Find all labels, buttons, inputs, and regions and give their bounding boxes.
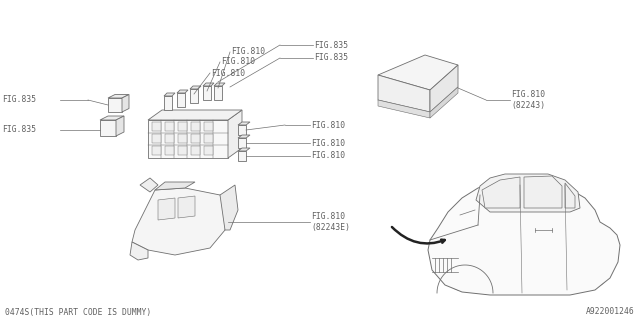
- Polygon shape: [122, 94, 129, 112]
- Polygon shape: [148, 110, 242, 120]
- Text: FIG.810: FIG.810: [311, 151, 345, 161]
- Polygon shape: [378, 55, 458, 90]
- Polygon shape: [238, 148, 250, 151]
- Polygon shape: [148, 120, 228, 158]
- Polygon shape: [228, 110, 242, 158]
- Text: 0474S(THIS PART CODE IS DUMMY): 0474S(THIS PART CODE IS DUMMY): [5, 308, 151, 316]
- Text: FIG.810: FIG.810: [311, 139, 345, 148]
- Polygon shape: [430, 65, 458, 112]
- Text: FIG.810: FIG.810: [311, 121, 345, 130]
- Text: FIG.810
(82243): FIG.810 (82243): [511, 90, 545, 110]
- Polygon shape: [164, 96, 172, 110]
- Text: FIG.810: FIG.810: [221, 58, 255, 67]
- Polygon shape: [152, 134, 161, 143]
- Polygon shape: [155, 182, 195, 190]
- FancyArrowPatch shape: [392, 227, 445, 244]
- Polygon shape: [203, 83, 214, 86]
- Polygon shape: [152, 122, 161, 131]
- Polygon shape: [238, 122, 250, 125]
- Polygon shape: [220, 185, 238, 230]
- Polygon shape: [165, 146, 174, 155]
- Text: FIG.810
(82243E): FIG.810 (82243E): [311, 212, 350, 232]
- Polygon shape: [191, 134, 200, 143]
- Polygon shape: [204, 134, 213, 143]
- Polygon shape: [476, 174, 580, 212]
- Polygon shape: [100, 116, 124, 120]
- Circle shape: [566, 245, 610, 289]
- Polygon shape: [140, 178, 158, 192]
- Polygon shape: [565, 183, 575, 208]
- Polygon shape: [100, 120, 116, 136]
- Circle shape: [451, 253, 479, 281]
- Polygon shape: [130, 242, 148, 260]
- Polygon shape: [214, 86, 222, 100]
- Polygon shape: [178, 146, 187, 155]
- Polygon shape: [214, 83, 225, 86]
- Polygon shape: [177, 93, 185, 107]
- Text: FIG.835: FIG.835: [2, 125, 36, 134]
- Polygon shape: [178, 122, 187, 131]
- Polygon shape: [191, 122, 200, 131]
- Polygon shape: [165, 122, 174, 131]
- Circle shape: [441, 243, 489, 291]
- Polygon shape: [191, 146, 200, 155]
- Polygon shape: [238, 138, 246, 148]
- Polygon shape: [177, 90, 188, 93]
- Text: FIG.810: FIG.810: [211, 68, 245, 77]
- Polygon shape: [378, 100, 430, 118]
- Polygon shape: [238, 125, 246, 135]
- Text: FIG.835: FIG.835: [314, 53, 348, 62]
- Polygon shape: [165, 134, 174, 143]
- Polygon shape: [204, 122, 213, 131]
- Polygon shape: [428, 180, 620, 295]
- Polygon shape: [204, 146, 213, 155]
- Polygon shape: [164, 93, 175, 96]
- Polygon shape: [524, 176, 562, 208]
- Circle shape: [576, 255, 600, 279]
- Polygon shape: [108, 98, 122, 112]
- Polygon shape: [178, 134, 187, 143]
- Polygon shape: [430, 87, 458, 118]
- Polygon shape: [378, 75, 430, 112]
- Polygon shape: [203, 86, 211, 100]
- Polygon shape: [132, 188, 230, 255]
- Text: A922001246: A922001246: [586, 308, 635, 316]
- Text: FIG.835: FIG.835: [2, 95, 36, 105]
- Polygon shape: [178, 196, 195, 218]
- Text: FIG.835: FIG.835: [314, 41, 348, 50]
- Polygon shape: [238, 151, 246, 161]
- Polygon shape: [158, 198, 175, 220]
- Polygon shape: [190, 89, 198, 103]
- Text: FIG.810: FIG.810: [231, 47, 265, 57]
- Polygon shape: [190, 86, 201, 89]
- Polygon shape: [152, 146, 161, 155]
- Polygon shape: [116, 116, 124, 136]
- Polygon shape: [108, 94, 129, 98]
- Polygon shape: [482, 177, 520, 208]
- Polygon shape: [238, 135, 250, 138]
